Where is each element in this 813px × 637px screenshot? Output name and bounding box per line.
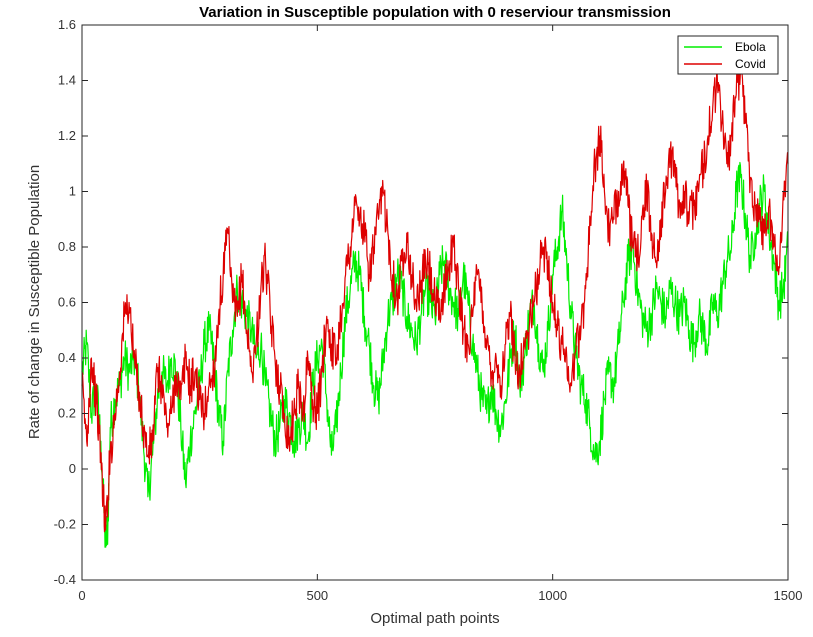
y-tick-label: 1 xyxy=(69,184,76,199)
y-tick-label: 0.8 xyxy=(58,239,76,254)
y-tick-label: 1.2 xyxy=(58,128,76,143)
y-tick-label: 1.4 xyxy=(58,73,76,88)
series-line-covid xyxy=(81,60,789,533)
chart-title: Variation in Susceptible population with… xyxy=(199,4,671,21)
legend-label-covid: Covid xyxy=(735,57,766,71)
y-tick-label: 0 xyxy=(69,461,76,476)
x-axis: 0 500 1000 1500 xyxy=(78,25,802,603)
x-tick-label: 1000 xyxy=(538,588,567,603)
y-tick-label: -0.4 xyxy=(54,572,76,587)
series-line-ebola xyxy=(81,161,789,548)
x-axis-label: Optimal path points xyxy=(370,610,499,627)
y-axis-label: Rate of change in Susceptible Population xyxy=(26,165,43,439)
legend-label-ebola: Ebola xyxy=(735,40,766,54)
y-tick-label: 0.6 xyxy=(58,295,76,310)
x-tick-label: 0 xyxy=(78,588,85,603)
y-tick-label: -0.2 xyxy=(54,517,76,532)
legend: Ebola Covid xyxy=(677,35,779,75)
y-tick-label: 1.6 xyxy=(58,17,76,32)
y-axis: -0.4 -0.2 0 0.2 0.4 0.6 0.8 1 1.2 1.4 1.6 xyxy=(54,17,788,587)
x-tick-label: 500 xyxy=(306,588,328,603)
x-tick-label: 1500 xyxy=(774,588,803,603)
y-tick-label: 0.4 xyxy=(58,350,76,365)
series-layer xyxy=(81,60,789,548)
legend-box xyxy=(677,35,779,75)
y-tick-label: 0.2 xyxy=(58,406,76,421)
